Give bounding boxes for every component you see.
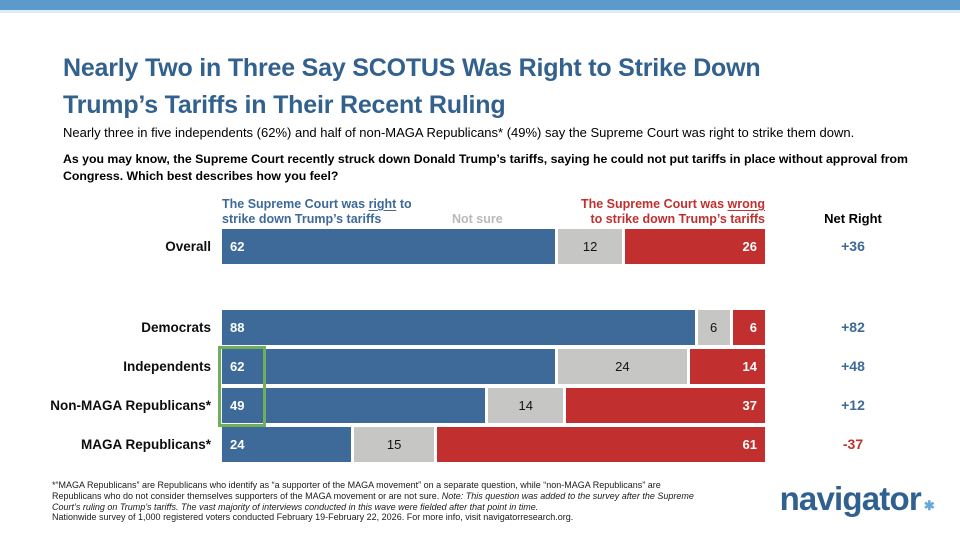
legend-not-sure-label: Not sure: [452, 212, 503, 226]
chart-row-non-maga-republicans: Non-MAGA Republicans* 49 14 37 +12: [0, 388, 960, 423]
net-right-column-header: Net Right: [824, 211, 882, 226]
bar-segment-not-sure: 15: [353, 427, 435, 462]
logo-star-icon: ✱: [923, 498, 935, 513]
net-right-value: +12: [841, 397, 865, 413]
legend-right-underlined: right: [368, 197, 397, 211]
bar-segment-right: 88: [222, 310, 695, 345]
top-accent-stripe: [0, 0, 960, 13]
bar-track: 62 12 26: [222, 229, 765, 264]
subtitle: Nearly three in five independents (62%) …: [63, 125, 855, 140]
bar-segment-right: 62: [222, 229, 555, 264]
bar-segment-wrong: 61: [437, 427, 765, 462]
bar-track: 49 14 37: [222, 388, 765, 423]
bar-segment-not-sure: 24: [557, 349, 687, 384]
bar-segment-right: 62: [222, 349, 555, 384]
legend-right-label: The Supreme Court was right to strike do…: [222, 197, 412, 226]
footnote-definition: *“MAGA Republicans” are Republicans who …: [52, 480, 661, 501]
page-title: Nearly Two in Three Say SCOTUS Was Right…: [63, 54, 761, 119]
footnote: *“MAGA Republicans” are Republicans who …: [52, 480, 707, 523]
bar-segment-wrong: 6: [732, 310, 765, 345]
bar-track: 88 6 6: [222, 310, 765, 345]
chart-row-independents: Independents 62 24 14 +48: [0, 349, 960, 384]
bar-track: 24 15 61: [222, 427, 765, 462]
net-right-value: +36: [841, 238, 865, 254]
bar-segment-wrong: 37: [566, 388, 765, 423]
bar-track: 62 24 14: [222, 349, 765, 384]
bar-segment-not-sure: 6: [697, 310, 730, 345]
legend-wrong-underlined: wrong: [727, 197, 766, 211]
footnote-note-italic: Note: This question was added to the sur…: [52, 490, 694, 512]
footnote-survey-info: Nationwide survey of 1,000 registered vo…: [52, 512, 574, 523]
net-right-value: +48: [841, 358, 865, 374]
row-label: Overall: [165, 239, 211, 254]
stacked-bar-chart: The Supreme Court was right to strike do…: [0, 190, 960, 475]
bar-segment-wrong: 14: [689, 349, 765, 384]
chart-row-maga-republicans: MAGA Republicans* 24 15 61 -37: [0, 427, 960, 462]
chart-row-overall: Overall 62 12 26 +36: [0, 229, 960, 264]
net-right-value: +82: [841, 319, 865, 335]
row-group-spacer: [0, 268, 960, 310]
legend-wrong-label: The Supreme Court was wrong to strike do…: [580, 197, 766, 226]
chart-row-democrats: Democrats 88 6 6 +82: [0, 310, 960, 345]
navigator-logo: navigator ✱: [779, 480, 935, 517]
row-label: Non-MAGA Republicans*: [50, 398, 211, 413]
row-label: Independents: [123, 359, 211, 374]
bar-segment-wrong: 26: [625, 229, 765, 264]
net-right-value: -37: [842, 436, 864, 452]
chart-legend: The Supreme Court was right to strike do…: [0, 190, 960, 228]
bar-segment-not-sure: 14: [488, 388, 564, 423]
row-label: MAGA Republicans*: [80, 437, 211, 452]
bar-segment-right: 24: [222, 427, 351, 462]
row-label: Democrats: [141, 320, 211, 335]
bar-segment-right: 49: [222, 388, 486, 423]
chart-rows: Overall 62 12 26 +36 Democrats 88 6 6 +82 Independ…: [0, 229, 960, 466]
survey-question: As you may know, the Supreme Court recen…: [63, 152, 908, 183]
bar-segment-not-sure: 12: [557, 229, 623, 264]
